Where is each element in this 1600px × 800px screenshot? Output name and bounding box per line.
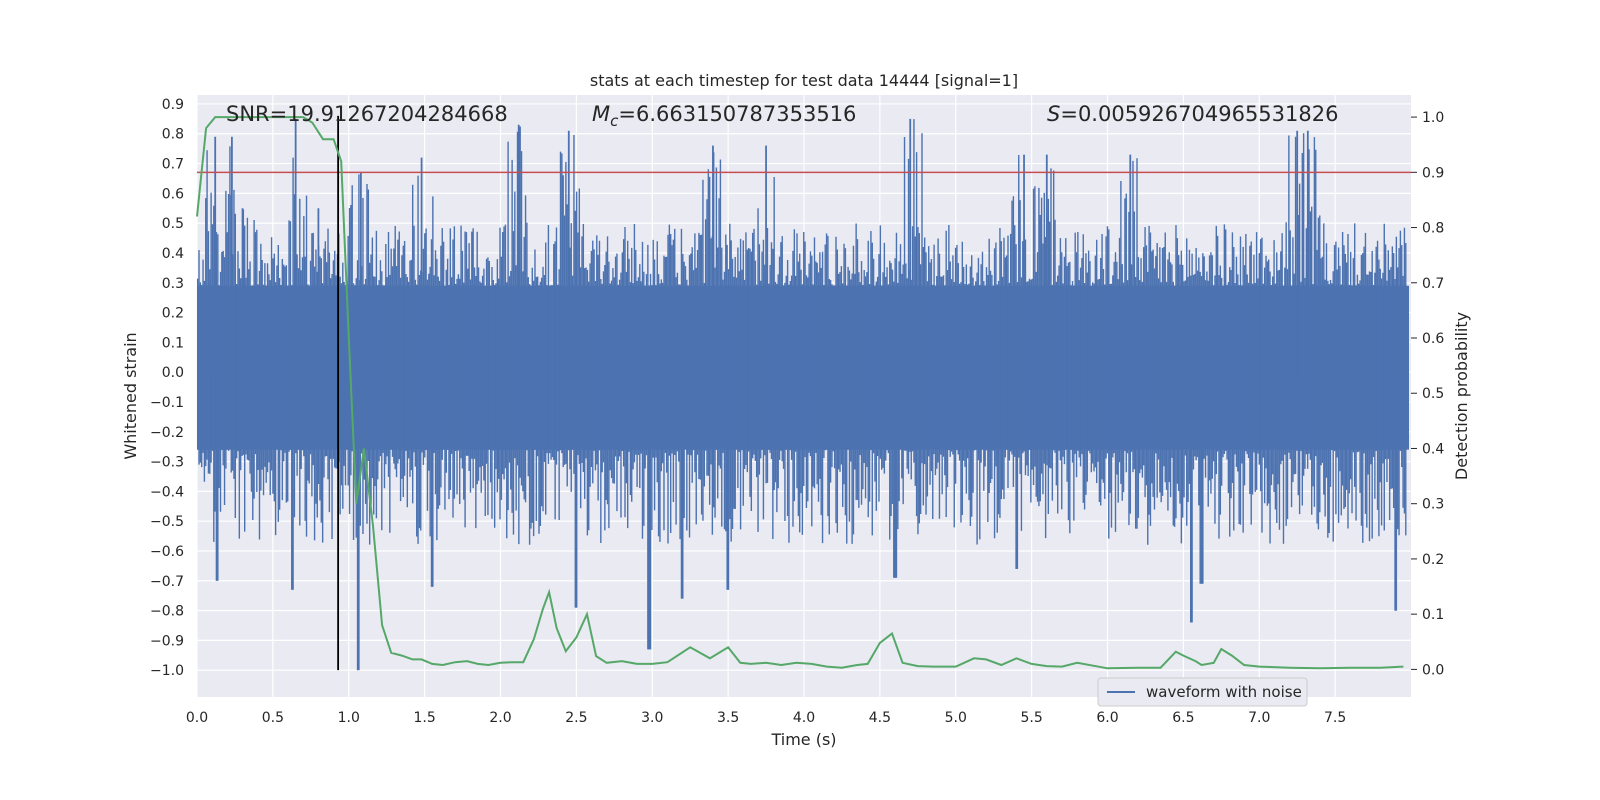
y2-tick-label: 1.0 [1422, 110, 1444, 126]
y-tick-label: −0.8 [150, 604, 184, 620]
spin-annotation: S=0.005926704965531826 [1047, 102, 1338, 126]
y-axis-ticks: 0.9 0.8 0.7 0.6 0.5 0.4 0.3 0.2 0.1 0.0 −0.1 −0.2 −0… [150, 97, 184, 679]
y2-tick-label: 0.1 [1422, 607, 1444, 623]
y2-tick-label: 0.6 [1422, 331, 1444, 347]
y2-tick-label: 0.4 [1422, 441, 1444, 457]
waveform-series [196, 118, 1409, 671]
y-tick-label: −0.9 [150, 633, 184, 649]
x-tick-label: 7.0 [1248, 710, 1270, 726]
y-tick-label: 0.3 [162, 276, 184, 292]
y-tick-label: −0.5 [150, 514, 184, 530]
y-tick-label: −0.6 [150, 544, 184, 560]
y-tick-label: −0.2 [150, 425, 184, 441]
x-tick-label: 1.0 [338, 710, 360, 726]
y2-tick-label: 0.2 [1422, 552, 1444, 568]
y-tick-label: 0.8 [162, 127, 184, 143]
y2-tick-label: 0.8 [1422, 221, 1444, 237]
x-tick-label: 0.0 [186, 710, 208, 726]
detection-probability-line [196, 116, 1404, 670]
chirp-mass-annotation: Mc=6.663150787353516 [592, 102, 856, 130]
y-tick-label: 0.9 [162, 97, 184, 113]
snr-annotation: SNR=19.91267204284668 [226, 102, 508, 126]
y2-tick-label: 0.7 [1422, 276, 1444, 292]
legend-label-waveform: waveform with noise [1146, 683, 1302, 701]
chirp-mass-value: =6.663150787353516 [618, 102, 856, 126]
spin-value: =0.005926704965531826 [1060, 102, 1338, 126]
y-tick-label: 0.4 [162, 246, 184, 262]
x-tick-label: 3.5 [717, 710, 739, 726]
y-tick-label: −0.3 [150, 455, 184, 471]
chart-title: stats at each timestep for test data 144… [590, 71, 1018, 90]
x-tick-label: 3.0 [641, 710, 663, 726]
y-tick-label: 0.1 [162, 335, 184, 351]
y-tick-label: −1.0 [150, 663, 184, 679]
y-tick-label: 0.2 [162, 306, 184, 322]
waveform-spikes [196, 118, 1407, 671]
y-tick-label: −0.1 [150, 395, 184, 411]
y-tick-label: 0.6 [162, 186, 184, 202]
y-tick-label: −0.4 [150, 484, 184, 500]
x-tick-label: 0.5 [262, 710, 284, 726]
chirp-mass-symbol: M [592, 102, 610, 126]
y-tick-label: 0.7 [162, 157, 184, 173]
x-tick-label: 5.5 [1020, 710, 1042, 726]
x-tick-label: 6.5 [1172, 710, 1194, 726]
x-tick-label: 6.0 [1096, 710, 1118, 726]
x-axis-ticks: 0.0 0.5 1.0 1.5 2.0 2.5 3.0 3.5 4.0 4.5 5.0 5.5 6.0 6… [186, 710, 1346, 726]
y-tick-label: 0.5 [162, 216, 184, 232]
chirp-mass-subscript: c [610, 112, 619, 130]
y2-axis-ticks: 1.0 0.9 0.8 0.7 0.6 0.5 0.4 0.3 0.2 0.1 0.0 [1411, 110, 1444, 678]
y-axis-label: Whitened strain [121, 332, 140, 459]
y-tick-label: −0.7 [150, 574, 184, 590]
x-tick-label: 2.5 [565, 710, 587, 726]
legend-box [1097, 677, 1308, 707]
x-tick-label: 2.0 [489, 710, 511, 726]
legend: waveform with noise [1097, 677, 1308, 707]
y-tick-label: 0.0 [162, 365, 184, 381]
x-tick-label: 4.0 [793, 710, 815, 726]
y2-axis-label: Detection probability [1452, 312, 1471, 480]
x-tick-label: 4.5 [869, 710, 891, 726]
y2-tick-label: 0.9 [1422, 165, 1444, 181]
y2-tick-label: 0.3 [1422, 497, 1444, 513]
x-tick-label: 1.5 [413, 710, 435, 726]
x-axis-label: Time (s) [770, 730, 836, 749]
x-tick-label: 7.5 [1324, 710, 1346, 726]
spin-symbol: S [1047, 102, 1060, 126]
y2-tick-label: 0.0 [1422, 662, 1444, 678]
x-tick-label: 5.0 [945, 710, 967, 726]
y2-tick-label: 0.5 [1422, 386, 1444, 402]
